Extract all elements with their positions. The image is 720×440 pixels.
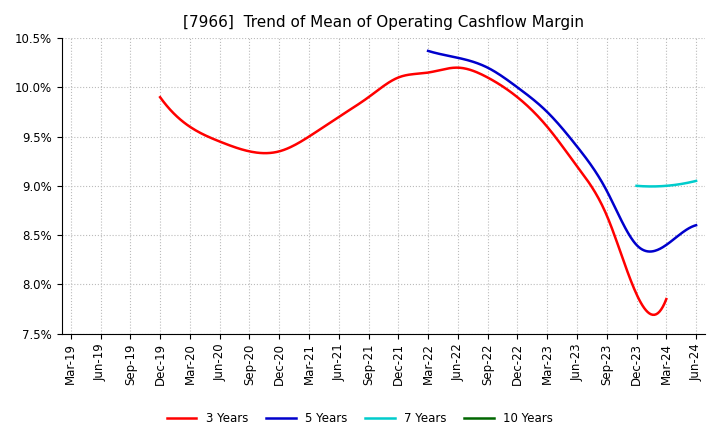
3 Years	[616, 250, 625, 255]
Line: 3 Years: 3 Years	[160, 68, 666, 315]
3 Years	[662, 297, 670, 302]
Line: 7 Years: 7 Years	[636, 181, 696, 187]
7 Years	[647, 184, 656, 189]
5 Years	[424, 48, 433, 54]
3 Years	[156, 95, 164, 100]
7 Years	[683, 180, 691, 186]
3 Years	[584, 179, 593, 184]
5 Years	[692, 223, 701, 228]
5 Years	[582, 157, 591, 162]
7 Years	[632, 183, 641, 188]
7 Years	[667, 183, 676, 188]
3 Years	[459, 66, 467, 71]
Line: 5 Years: 5 Years	[428, 51, 696, 252]
7 Years	[669, 183, 678, 188]
5 Years	[650, 248, 659, 253]
7 Years	[686, 180, 695, 185]
3 Years	[457, 65, 466, 70]
7 Years	[632, 183, 641, 188]
Legend: 3 Years, 5 Years, 7 Years, 10 Years: 3 Years, 5 Years, 7 Years, 10 Years	[162, 407, 558, 430]
7 Years	[692, 178, 701, 183]
5 Years	[667, 238, 676, 243]
3 Years	[158, 97, 166, 102]
5 Years	[645, 249, 654, 254]
3 Years	[467, 68, 476, 73]
5 Years	[583, 158, 592, 163]
5 Years	[588, 164, 596, 169]
5 Years	[425, 48, 433, 54]
7 Years	[668, 183, 677, 188]
Title: [7966]  Trend of Mean of Operating Cashflow Margin: [7966] Trend of Mean of Operating Cashfl…	[183, 15, 584, 30]
3 Years	[649, 312, 657, 317]
3 Years	[452, 65, 461, 70]
